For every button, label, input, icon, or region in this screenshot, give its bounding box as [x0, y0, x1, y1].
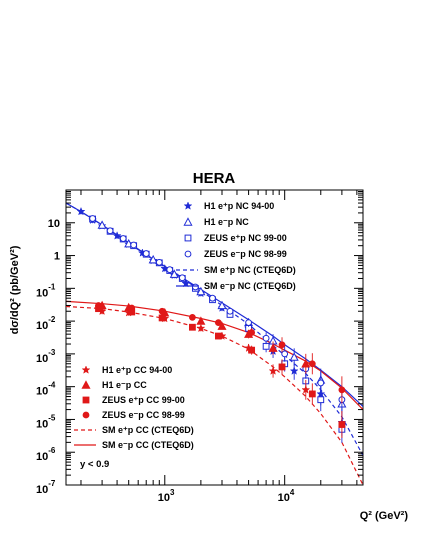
- data-point: [189, 323, 196, 331]
- data-point: [189, 313, 196, 321]
- data-point: [128, 304, 136, 312]
- legend-label: H1 e⁻p CC: [102, 380, 147, 390]
- data-point: [268, 343, 278, 352]
- data-point: [301, 358, 311, 368]
- data-point: [119, 235, 127, 242]
- data-point: [142, 250, 150, 257]
- y-tick-label: 10-4: [36, 381, 56, 398]
- data-point: [169, 269, 179, 278]
- chart-title: HERA: [193, 170, 236, 187]
- data-point: [281, 350, 289, 358]
- legend-label: ZEUS e⁻p CC 98-99: [102, 410, 185, 420]
- data-point: [106, 227, 114, 235]
- data-point: [248, 329, 256, 336]
- legend-marker: [82, 411, 90, 419]
- y-axis-label: dσ/dQ² (pb/GeV²): [9, 245, 21, 334]
- data-point: [217, 300, 227, 310]
- data-point: [338, 386, 346, 394]
- legend-label: SM e⁺p CC (CTEQ6D): [102, 425, 194, 435]
- legend-marker: [183, 217, 193, 226]
- legend-marker: [183, 201, 193, 210]
- legend-nc: H1 e⁺p NC 94-00 H1 e⁻p NC ZEUS e⁺p NC 99-0…: [176, 201, 296, 291]
- x-axis-label: Q² (GeV²): [360, 510, 409, 522]
- data-point: [214, 332, 222, 340]
- data-point: [289, 366, 299, 375]
- x-tick-label: 103: [158, 488, 175, 504]
- data-point: [268, 366, 278, 375]
- legend-label: SM e⁻p CC (CTEQ6D): [102, 440, 194, 450]
- y-axis: 10 1 10-1 10-2 10-3 10-4 10-5 10-6 10-7: [36, 190, 363, 496]
- data-point: [317, 379, 325, 387]
- x-axis: 103 104: [80, 190, 358, 504]
- data-point: [338, 421, 346, 428]
- data-point: [166, 266, 174, 274]
- legend-marker: [184, 250, 192, 258]
- data-point: [317, 396, 325, 404]
- legend-label: SM e⁻p NC (CTEQ6D): [204, 281, 296, 291]
- y-tick-label: 10-5: [36, 413, 56, 430]
- data-point: [262, 342, 270, 350]
- plot-frame: [65, 189, 364, 486]
- data-point: [181, 278, 191, 288]
- x-tick-label: 104: [278, 488, 295, 504]
- data-point: [158, 314, 166, 322]
- data-point: [308, 390, 316, 398]
- data-point: [97, 220, 107, 229]
- legend-marker: [81, 365, 91, 374]
- data-point: [209, 294, 216, 302]
- data-point: [214, 319, 222, 327]
- data-point: [178, 274, 186, 282]
- legend-label: ZEUS e⁻p NC 98-99: [204, 249, 287, 259]
- legend-marker: [81, 380, 91, 389]
- data-point: [130, 241, 138, 249]
- data-point: [301, 385, 311, 394]
- legend-label: ZEUS e⁺p NC 99-00: [204, 233, 287, 243]
- data-point: [148, 254, 158, 264]
- data-point: [245, 319, 252, 327]
- legend-cc: H1 e⁺p CC 94-00 H1 e⁻p CC ZEUS e⁺p CC 99-0…: [74, 365, 194, 450]
- data-point: [226, 307, 234, 315]
- legend-label: H1 e⁻p NC: [204, 217, 249, 227]
- data-point: [278, 341, 286, 349]
- y-cut-note: y < 0.9: [80, 459, 109, 470]
- data-point: [95, 302, 102, 309]
- y-tick-label: 10-3: [36, 348, 56, 365]
- data-point: [196, 323, 206, 333]
- data-points: [76, 206, 347, 443]
- data-point: [191, 283, 199, 291]
- y-tick-label: 10-2: [36, 315, 56, 332]
- data-point: [196, 286, 206, 296]
- plot-border: [65, 189, 364, 486]
- data-point: [158, 307, 166, 315]
- data-point: [76, 206, 86, 216]
- legend-label: SM e⁺p NC (CTEQ6D): [204, 265, 296, 275]
- y-tick-label: 10-6: [36, 446, 56, 463]
- data-point: [112, 231, 122, 240]
- y-tick-label: 10: [48, 218, 60, 230]
- legend-label: ZEUS e⁺p CC 99-00: [102, 395, 185, 405]
- legend-marker: [82, 396, 90, 404]
- y-tick-label: 10-7: [36, 479, 56, 496]
- y-tick-label: 10-1: [36, 282, 56, 299]
- data-point: [289, 352, 299, 361]
- data-point: [262, 334, 270, 342]
- data-point: [248, 346, 256, 354]
- data-point: [308, 360, 316, 368]
- data-point: [155, 258, 163, 266]
- data-point: [89, 215, 96, 222]
- data-point: [217, 321, 227, 330]
- legend-label: H1 e⁺p CC 94-00: [102, 365, 172, 375]
- y-tick-label: 1: [54, 251, 60, 263]
- legend-marker: [184, 234, 192, 242]
- legend-label: H1 e⁺p NC 94-00: [204, 201, 274, 211]
- data-point: [278, 363, 286, 371]
- data-point: [196, 316, 206, 325]
